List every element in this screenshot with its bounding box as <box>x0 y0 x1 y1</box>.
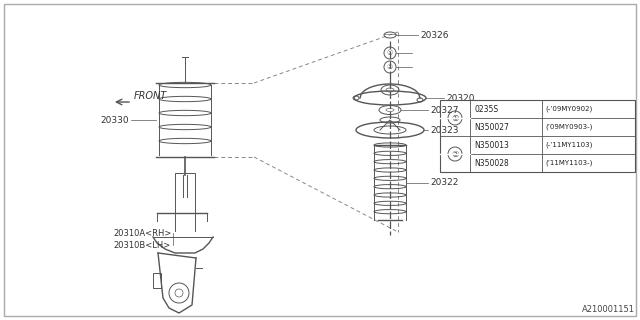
Text: ①: ① <box>387 50 393 56</box>
Bar <box>175 173 195 213</box>
Bar <box>153 273 161 288</box>
Text: 20320: 20320 <box>446 93 474 102</box>
Bar <box>440 100 635 172</box>
Text: N350027: N350027 <box>474 123 509 132</box>
Text: ②: ② <box>451 149 459 158</box>
Text: ①: ① <box>451 114 459 123</box>
Text: FRONT: FRONT <box>134 91 167 101</box>
Text: 20327: 20327 <box>430 106 458 115</box>
Text: 20310A<RH>: 20310A<RH> <box>113 228 172 237</box>
Text: A210001151: A210001151 <box>582 305 635 314</box>
Text: (’11MY1103-): (’11MY1103-) <box>545 160 593 166</box>
Text: N350013: N350013 <box>474 140 509 149</box>
Text: 20330: 20330 <box>100 116 129 124</box>
Text: (’09MY0903-): (’09MY0903-) <box>545 124 593 130</box>
Text: 20323: 20323 <box>430 125 458 134</box>
Text: N350028: N350028 <box>474 158 509 167</box>
Text: (-’09MY0902): (-’09MY0902) <box>545 106 592 112</box>
Text: 20310B<LH>: 20310B<LH> <box>113 241 170 250</box>
Text: (-’11MY1103): (-’11MY1103) <box>545 142 593 148</box>
Text: 0235S: 0235S <box>474 105 498 114</box>
Text: 20322: 20322 <box>430 178 458 187</box>
Text: 20326: 20326 <box>420 30 449 39</box>
Text: ②: ② <box>387 64 393 70</box>
